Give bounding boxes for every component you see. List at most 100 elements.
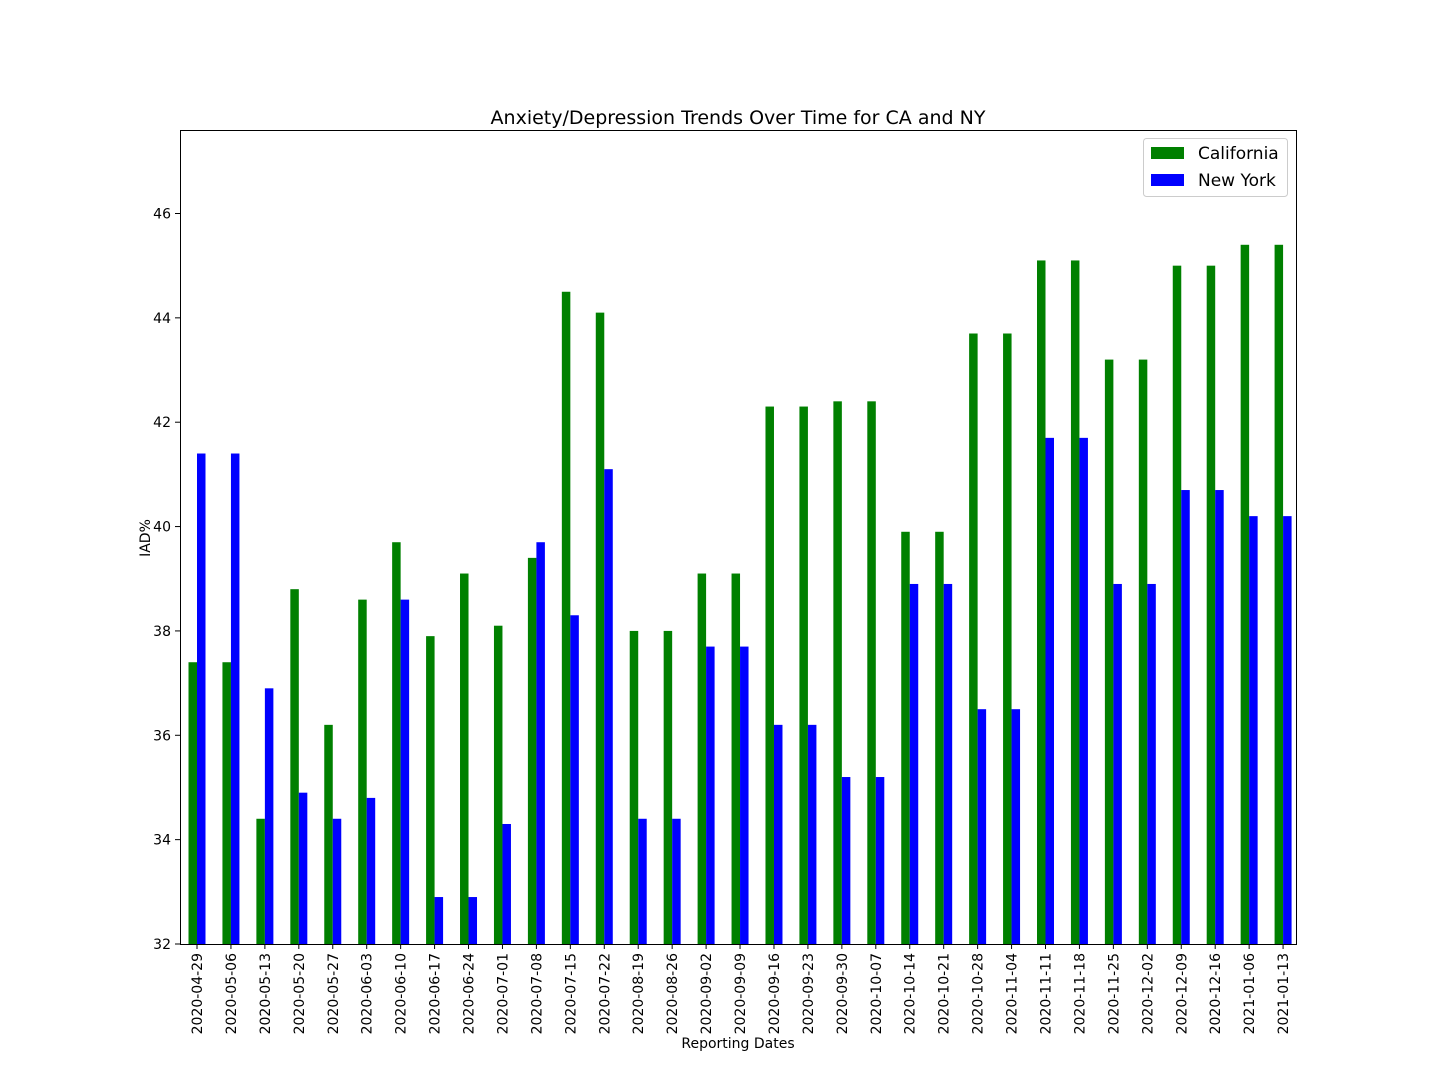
bar-california-2020-11-04 [1003,333,1012,944]
x-tick-label: 2020-09-30 [835,953,851,1034]
bar-california-2020-10-07 [867,401,876,945]
bar-california-2020-07-22 [595,312,605,944]
bar-california-2020-09-16 [765,406,774,944]
bar-new-york-2021-01-06 [1249,516,1258,944]
x-tick-label: 2020-11-18 [1072,953,1088,1034]
bar-california-2020-07-08 [527,557,537,944]
bar-california-2020-05-27 [324,724,333,944]
bar-new-york-2020-06-03 [366,797,376,944]
bar-california-2020-11-11 [1037,260,1046,944]
y-tick-label: 34 [153,833,171,849]
x-tick-label: 2020-06-10 [394,953,410,1034]
x-tick-label: 2021-01-06 [1242,953,1258,1034]
bar-new-york-2020-10-14 [909,583,919,944]
x-tick-label: 2020-05-06 [224,953,240,1034]
legend-label-california: California [1198,144,1279,164]
bar-california-2020-09-23 [799,406,808,944]
bar-california-2020-09-02 [697,573,707,944]
x-tick-label: 2020-12-02 [1140,953,1156,1034]
x-tick-label: 2021-01-13 [1276,953,1292,1034]
x-tick-label: 2020-10-14 [903,953,919,1034]
x-axis-label: Reporting Dates [681,1036,794,1052]
bar-california-2020-05-13 [256,818,265,944]
bar-california-2020-09-09 [731,573,741,944]
bar-new-york-2020-11-18 [1079,437,1088,944]
bar-california-2020-12-02 [1138,359,1148,945]
x-tick-label: 2020-07-15 [563,953,579,1034]
y-axis: 32 34 36 38 40 42 44 46 [153,206,180,953]
y-tick-label: 32 [153,937,171,953]
y-tick-label: 46 [153,206,171,222]
y-axis-label: IAD% [138,519,154,557]
bars-layer [188,244,1292,945]
x-tick-label: 2020-08-19 [631,953,647,1034]
bar-california-2021-01-06 [1240,244,1250,945]
bar-new-york-2020-11-11 [1045,437,1054,944]
y-tick-label: 44 [153,311,171,327]
bar-new-york-2020-11-04 [1011,709,1021,944]
plot-frame [180,130,1297,945]
bar-new-york-2020-06-24 [468,897,478,944]
x-tick-label: 2020-05-13 [258,953,274,1034]
x-tick-label: 2020-11-11 [1039,953,1055,1034]
bar-california-2020-10-28 [969,333,978,944]
chart-title: Anxiety/Depression Trends Over Time for … [491,107,986,129]
bar-new-york-2020-07-01 [502,823,511,944]
bar-california-2020-08-26 [663,630,673,944]
bar-new-york-2021-01-13 [1283,516,1292,944]
x-tick-label: 2020-09-02 [699,953,715,1034]
bar-new-york-2020-09-02 [706,646,715,944]
x-tick-label: 2020-11-04 [1005,953,1021,1034]
bar-california-2020-06-10 [392,542,401,944]
bar-new-york-2020-08-26 [672,818,681,944]
bar-new-york-2020-10-21 [943,583,953,944]
bar-new-york-2020-05-13 [264,688,274,944]
bar-new-york-2020-08-19 [638,818,647,944]
y-tick-label: 36 [153,728,171,744]
bar-california-2020-11-18 [1070,260,1080,944]
x-tick-label: 2020-10-07 [869,953,885,1034]
bar-california-2020-12-16 [1206,265,1216,944]
bar-california-2020-06-24 [460,573,469,944]
y-tick-label: 38 [153,624,171,640]
x-tick-label: 2020-10-28 [971,953,987,1034]
bar-new-york-2020-04-29 [197,453,206,944]
bar-california-2021-01-13 [1274,244,1284,945]
bar-new-york-2020-06-17 [434,897,444,944]
bar-new-york-2020-09-30 [841,777,851,944]
x-tick-label: 2020-06-03 [360,953,376,1034]
bar-new-york-2020-07-15 [570,615,579,944]
bar-new-york-2020-05-20 [298,792,308,944]
bar-california-2020-05-20 [290,589,299,944]
bar-california-2020-06-17 [426,636,435,944]
x-tick-label: 2020-04-29 [190,953,206,1034]
bar-california-2020-05-06 [222,662,231,944]
legend-swatch-new-york [1151,174,1184,186]
x-tick-label: 2020-06-17 [428,953,444,1034]
x-tick-label: 2020-07-08 [529,953,545,1034]
x-tick-label: 2020-05-20 [292,953,308,1034]
x-tick-label: 2020-09-23 [801,953,817,1034]
legend-swatch-california [1151,147,1184,159]
bar-new-york-2020-10-28 [977,709,987,944]
bar-new-york-2020-07-22 [604,469,613,944]
x-tick-label: 2020-06-24 [462,953,478,1034]
bar-new-york-2020-10-07 [875,777,885,944]
bar-california-2020-08-19 [629,630,639,944]
x-tick-label: 2020-12-09 [1174,953,1190,1034]
bar-new-york-2020-07-08 [536,542,545,944]
x-tick-label: 2020-05-27 [326,953,342,1034]
bar-california-2020-10-21 [935,531,944,944]
x-tick-label: 2020-12-16 [1208,953,1224,1034]
x-axis: 2020-04-29 2020-05-06 2020-05-13 2020-05-20… [190,944,1292,1034]
x-tick-label: 2020-11-25 [1106,953,1122,1034]
x-tick-label: 2020-09-16 [767,953,783,1034]
bar-new-york-2020-09-23 [807,724,817,944]
bar-california-2020-10-14 [901,531,910,944]
bar-new-york-2020-12-02 [1147,583,1156,944]
bar-california-2020-12-09 [1172,265,1182,944]
bar-new-york-2020-05-06 [230,453,240,944]
bar-new-york-2020-12-16 [1215,490,1224,944]
